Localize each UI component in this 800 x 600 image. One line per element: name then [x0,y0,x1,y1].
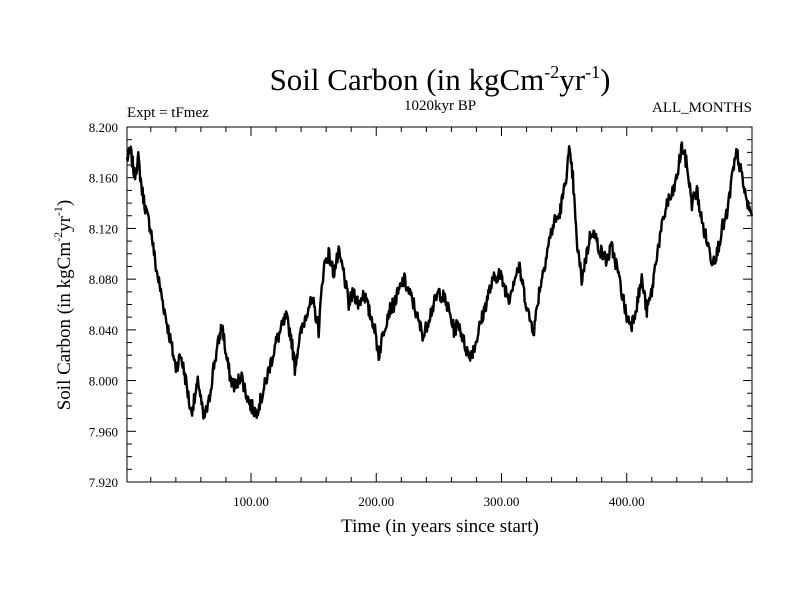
chart-title-sup1: -2 [544,62,559,82]
y-tick-label: 7.920 [89,475,118,490]
experiment-label: Expt = tFmez [127,105,209,121]
y-axis-label: Soil Carbon (in kgCm-2yr-1) [51,200,75,411]
y-tick-label: 7.960 [89,424,118,439]
data-series-line [125,141,754,420]
x-axis-ticks: 100.00 200.00 300.00 400.00 [150,127,753,509]
y-tick-label: 8.000 [89,374,118,389]
chart-title-main: Soil Carbon (in kgCm [270,62,545,97]
chart-title: Soil Carbon (in kgCm-2yr-1) [270,62,611,97]
chart-title-sup2: -1 [585,62,600,82]
y-tick-label: 8.120 [89,221,118,236]
x-tick-label: 100.00 [233,494,269,509]
x-tick-label: 300.00 [484,494,520,509]
x-tick-label: 400.00 [609,494,645,509]
time-period-label: 1020kyr BP [404,98,476,114]
y-axis-label-main: Soil Carbon (in kgCm [54,242,75,411]
months-label: ALL_MONTHS [652,100,752,116]
y-axis-label-sup1: -2 [51,232,65,242]
chart-title-mid: yr [559,62,586,97]
y-axis-label-mid: yr [54,215,75,232]
chart-title-end: ) [600,62,610,97]
x-tick-label: 200.00 [358,494,394,509]
y-tick-label: 8.160 [89,171,118,186]
plot-frame [126,126,753,483]
y-tick-label: 8.040 [89,323,118,338]
y-axis-ticks: 7.920 7.960 8.000 8.040 8.080 8.120 8.160 8.200 [89,120,752,490]
y-axis-label-end: ) [54,200,75,206]
x-axis-label: Time (in years since start) [341,516,539,537]
y-axis-label-sup2: -1 [51,206,65,216]
y-tick-label: 8.200 [89,120,118,135]
y-tick-label: 8.080 [89,272,118,287]
